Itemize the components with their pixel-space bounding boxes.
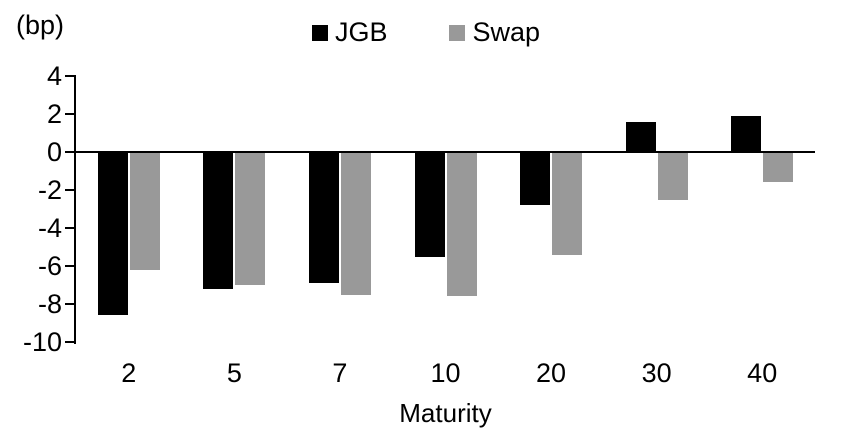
x-category-label: 10 (430, 358, 461, 388)
y-tick-mark (65, 113, 74, 115)
bar-swap-20 (552, 152, 583, 255)
legend-label-swap: Swap (472, 17, 541, 47)
y-tick-mark (65, 265, 74, 267)
legend-label-jgb: JGB (334, 17, 388, 47)
bar-swap-2 (129, 152, 160, 270)
plot-area (65, 75, 815, 344)
bar-jgb-2 (97, 152, 128, 316)
y-tick-label: -6 (37, 251, 62, 281)
y-tick-mark (65, 189, 74, 191)
bar-jgb-10 (414, 152, 445, 257)
y-tick-label: -8 (37, 289, 62, 319)
y-tick-mark (65, 227, 74, 229)
legend-item-swap: Swap (449, 17, 540, 48)
swap-swatch-icon (449, 24, 466, 41)
y-tick-mark (65, 151, 74, 153)
x-axis-title: Maturity (399, 398, 492, 428)
bar-swap-10 (446, 152, 477, 297)
bar-jgb-20 (520, 152, 551, 206)
bar-swap-5 (235, 152, 266, 285)
bar-jgb-7 (308, 152, 339, 284)
legend: JGB Swap (0, 17, 852, 48)
y-tick-label: 2 (46, 99, 62, 129)
bar-jgb-30 (625, 121, 656, 152)
x-category-label: 7 (332, 358, 348, 388)
bar-jgb-5 (203, 152, 234, 289)
bar-swap-7 (340, 152, 371, 295)
x-category-label: 40 (747, 358, 778, 388)
y-tick-label: 4 (46, 61, 62, 91)
y-axis-unit-label: (bp) (16, 10, 65, 40)
y-tick-label: 0 (46, 137, 62, 167)
y-axis-labels: 4 2 0 -2 -4 -6 -8 -10 (0, 62, 62, 356)
y-tick-label: -2 (37, 175, 62, 205)
x-category-label: 5 (226, 358, 242, 388)
y-tick-mark (65, 75, 74, 77)
bar-swap-40 (763, 152, 794, 183)
x-category-label: 20 (536, 358, 567, 388)
y-tick-mark (65, 303, 74, 305)
y-tick-label: -10 (22, 327, 62, 357)
y-tick-label: -4 (37, 213, 62, 243)
y-tick-mark (65, 341, 74, 343)
legend-item-jgb: JGB (311, 17, 388, 48)
bar-swap-30 (657, 152, 688, 200)
jgb-swatch-icon (311, 24, 328, 41)
x-category-label: 2 (121, 358, 137, 388)
bar-jgb-40 (731, 115, 762, 152)
y-axis-line (74, 75, 76, 344)
x-axis-labels: 2 5 7 10 20 30 40 (76, 358, 815, 392)
x-category-label: 30 (641, 358, 672, 388)
x-axis-line (74, 151, 815, 153)
